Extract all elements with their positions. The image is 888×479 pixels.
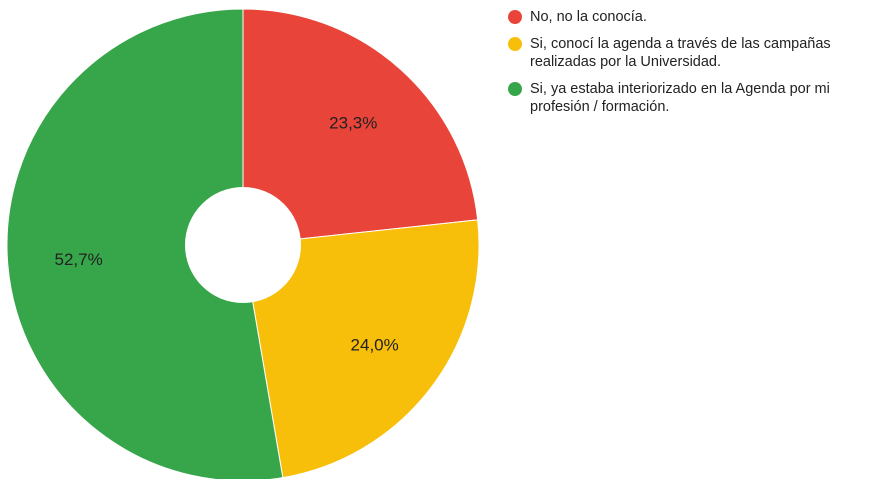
legend-swatch-green [508,82,522,96]
legend: No, no la conocía. Si, conocí la agenda … [508,8,888,125]
slice-percent-label: 52,7% [54,250,102,269]
legend-item-campanas[interactable]: Si, conocí la agenda a través de las cam… [508,35,888,71]
slice-campanas[interactable] [242,219,480,479]
legend-swatch-red [508,10,522,24]
legend-label: Si, conocí la agenda a través de las cam… [530,36,831,70]
donut-hole [185,187,301,303]
legend-swatch-yellow [508,37,522,51]
slice-percent-label: 23,3% [329,113,377,132]
slice-profesion[interactable] [6,8,284,479]
slice-no-conocia[interactable] [242,8,479,246]
legend-item-no-conocia[interactable]: No, no la conocía. [508,8,888,26]
legend-label: No, no la conocía. [530,9,647,25]
legend-item-profesion[interactable]: Si, ya estaba interiorizado en la Agenda… [508,80,888,116]
legend-label: Si, ya estaba interiorizado en la Agenda… [530,81,830,115]
slice-percent-label: 24,0% [351,335,399,354]
